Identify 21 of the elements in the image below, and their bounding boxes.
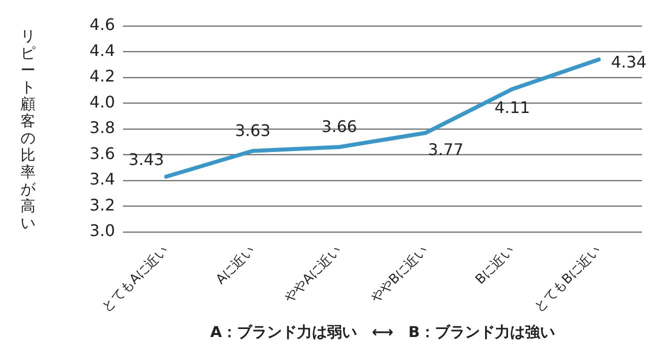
y-tick-label: 3.2 (90, 195, 115, 214)
text: リピート顧客の比率が高い (20, 27, 36, 232)
data-label: 3.77 (428, 140, 464, 160)
y-tick-label: 3.0 (90, 221, 115, 240)
y-tick-label: 4.2 (90, 66, 115, 86)
data-label: 4.34 (610, 52, 647, 72)
x-tick-label: とてもBに近い (532, 243, 604, 316)
x-tick-label: Aに近い (213, 243, 258, 288)
y-tick-label: 3.6 (90, 144, 115, 163)
y-tick-label: 4.6 (90, 15, 115, 34)
y-tick-label: 4.0 (90, 92, 115, 112)
x-axis-title: A：ブランド力は弱い ⟷ B：ブランド力は強い (210, 322, 555, 341)
data-label: 4.11 (494, 98, 530, 118)
x-tick-label: Bに近い (472, 243, 518, 288)
x-tick-label: ややAに近い (282, 243, 344, 306)
y-tick-label: 3.4 (90, 170, 115, 189)
x-tick-label: ややBに近い (368, 243, 431, 306)
data-label: 3.43 (128, 150, 164, 169)
y-tick-label: 4.4 (90, 40, 115, 60)
y-tick-label: 3.8 (90, 118, 115, 138)
x-tick-label: とてもAに近い (99, 243, 172, 316)
